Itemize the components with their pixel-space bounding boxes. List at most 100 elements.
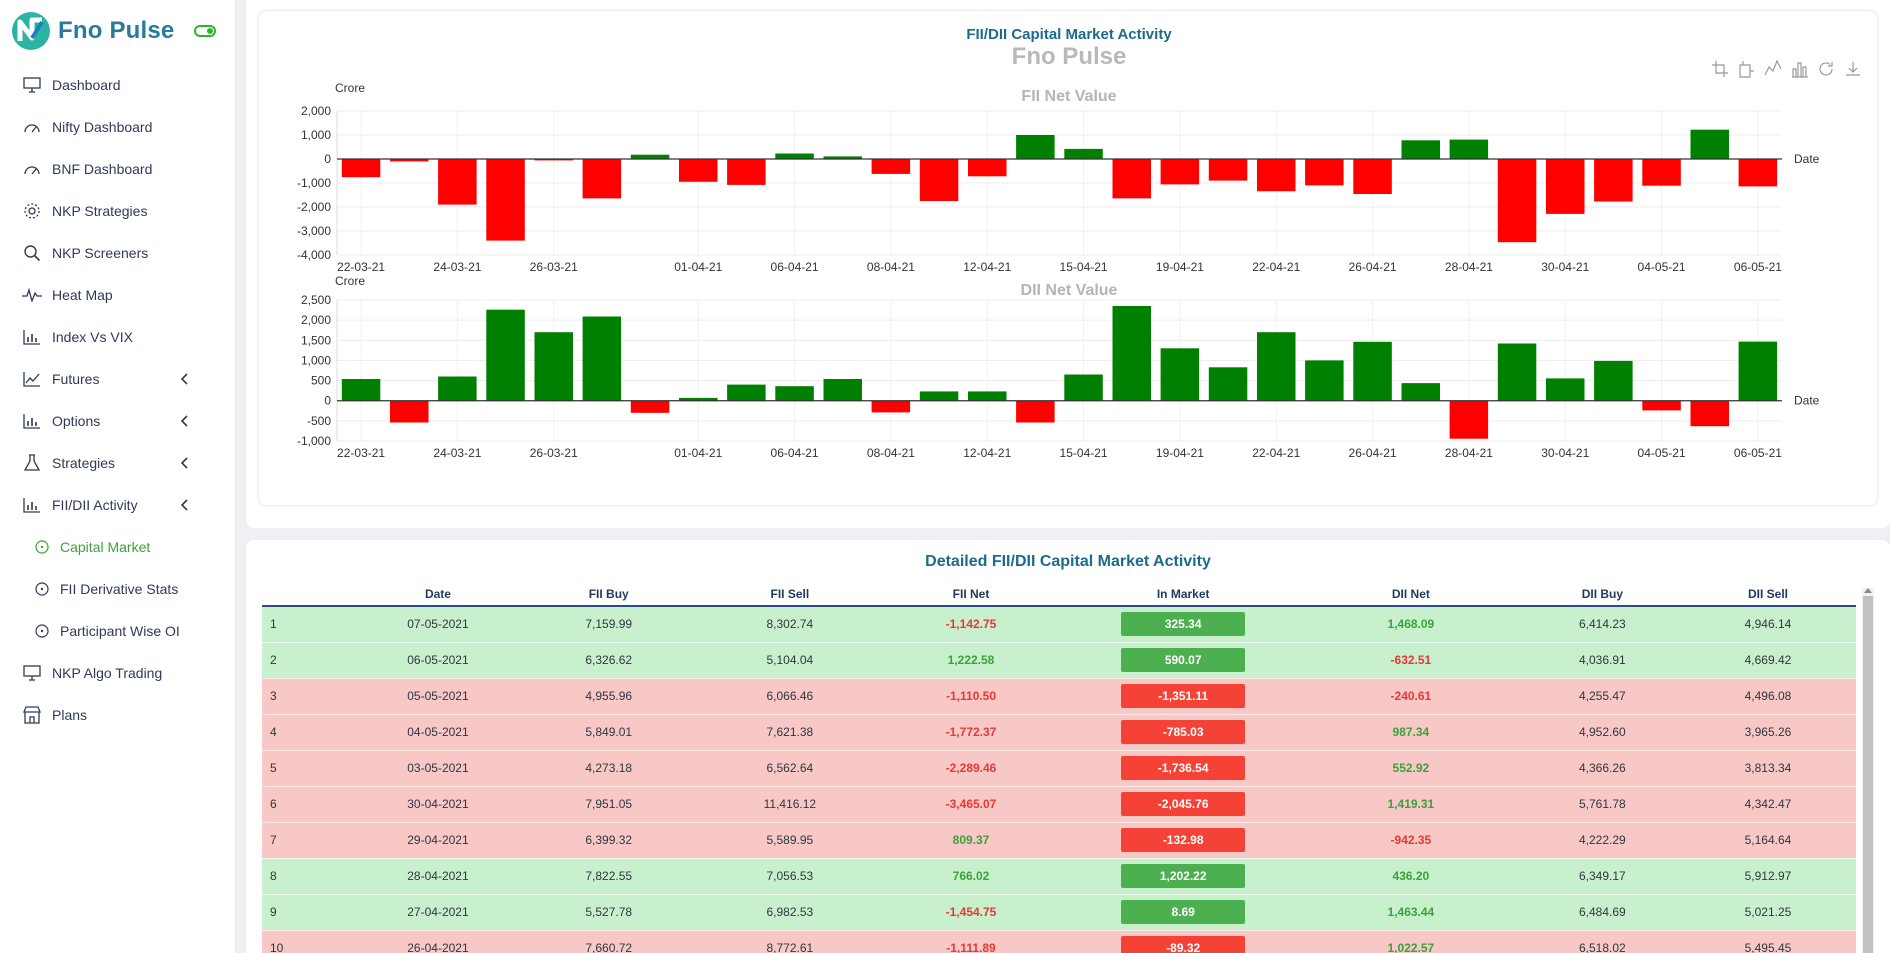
cell-fii-buy: 7,951.05 xyxy=(510,786,708,823)
chevron-left-icon[interactable] xyxy=(177,497,193,513)
column-header[interactable]: FII Buy xyxy=(510,582,708,607)
bar xyxy=(1449,139,1489,159)
table-row[interactable]: 4 04-05-2021 5,849.01 7,621.38 -1,772.37 -785… xyxy=(262,714,1856,751)
table-row[interactable]: 8 28-04-2021 7,822.55 7,056.53 766.02 1,202.2… xyxy=(262,858,1856,895)
cell-dii-net: 436.20 xyxy=(1297,858,1525,895)
y-tick-label: 2,000 xyxy=(301,313,331,327)
gear-icon xyxy=(22,201,42,221)
column-header[interactable]: DII Net xyxy=(1297,582,1525,607)
sidebar-item-plans[interactable]: Plans xyxy=(0,694,235,736)
bar xyxy=(727,384,766,401)
sidebar-item-index-vs-vix[interactable]: Index Vs VIX xyxy=(0,316,235,358)
panel-subtitle: FII Net Value xyxy=(1021,88,1116,105)
chevron-left-icon[interactable] xyxy=(177,455,193,471)
download-icon[interactable] xyxy=(1846,62,1860,76)
cell-fii-sell: 5,589.95 xyxy=(707,822,873,859)
sidebar-item-fii-dii-activity[interactable]: FII/DII Activity xyxy=(0,484,235,526)
sidebar-item-nifty-dashboard[interactable]: Nifty Dashboard xyxy=(0,106,235,148)
scroll-up-icon[interactable] xyxy=(1864,588,1872,593)
bar xyxy=(1305,159,1344,186)
sidebar-item-nkp-strategies[interactable]: NKP Strategies xyxy=(0,190,235,232)
sidebar-item-nkp-algo-trading[interactable]: NKP Algo Trading xyxy=(0,652,235,694)
bar xyxy=(1546,378,1585,401)
table-row[interactable]: 3 05-05-2021 4,955.96 6,066.46 -1,110.50 -1,3… xyxy=(262,678,1856,715)
sidebar-item-label: Plans xyxy=(52,707,88,723)
table-row[interactable]: 9 27-04-2021 5,527.78 6,982.53 -1,454.75 8.69… xyxy=(262,894,1856,931)
sidebar-item-options[interactable]: Options xyxy=(0,400,235,442)
scroll-thumb[interactable] xyxy=(1863,596,1873,953)
sidebar-item-capital-market[interactable]: Capital Market xyxy=(0,526,235,568)
theme-toggle[interactable] xyxy=(194,25,217,37)
column-header[interactable]: Date xyxy=(365,582,511,607)
bar xyxy=(823,379,862,401)
column-header[interactable]: FII Net xyxy=(872,582,1070,607)
cell-dii-net: 1,022.57 xyxy=(1297,930,1525,953)
flask-icon xyxy=(22,453,42,473)
bar xyxy=(1257,332,1296,401)
bar xyxy=(630,154,670,159)
cell-idx: 4 xyxy=(262,714,366,751)
sidebar-item-participant-wise-oi[interactable]: Participant Wise OI xyxy=(0,610,235,652)
sidebar-item-heat-map[interactable]: Heat Map xyxy=(0,274,235,316)
sidebar-item-label: Strategies xyxy=(52,455,116,471)
sidebar-item-label: Nifty Dashboard xyxy=(52,119,153,135)
table-scrollbar[interactable] xyxy=(1862,588,1874,953)
x-tick-label: 22-04-21 xyxy=(1252,260,1300,274)
x-tick-label: 22-03-21 xyxy=(337,446,385,460)
chevron-left-icon[interactable] xyxy=(177,371,193,387)
cell-dii-sell: 5,495.45 xyxy=(1679,930,1856,953)
bar xyxy=(341,379,381,401)
bar xyxy=(1642,400,1681,411)
activity-table: Date FII Buy FII Sell FII Net In Market DII N… xyxy=(262,582,1856,953)
cell-fii-buy: 5,527.78 xyxy=(510,894,708,931)
sidebar-item-fii-derivative-stats[interactable]: FII Derivative Stats xyxy=(0,568,235,610)
sidebar-item-bnf-dashboard[interactable]: BNF Dashboard xyxy=(0,148,235,190)
column-header[interactable]: FII Sell xyxy=(707,582,873,607)
circle-icon xyxy=(34,581,50,597)
cell-fii-buy: 4,273.18 xyxy=(510,750,708,787)
cell-fii-net: 766.02 xyxy=(872,858,1070,895)
cell-date: 07-05-2021 xyxy=(365,606,511,643)
column-header[interactable] xyxy=(262,582,366,607)
bar xyxy=(486,309,525,401)
sidebar-item-strategies[interactable]: Strategies xyxy=(0,442,235,484)
table-row[interactable]: 7 29-04-2021 6,399.32 5,589.95 809.37 -132.98… xyxy=(262,822,1856,859)
bar xyxy=(1497,159,1537,243)
x-tick-label: 22-04-21 xyxy=(1252,446,1300,460)
zoom-icon[interactable] xyxy=(1712,61,1728,77)
table-row[interactable]: 2 06-05-2021 6,326.62 5,104.04 1,222.58 590.0… xyxy=(262,642,1856,679)
table-row[interactable]: 6 30-04-2021 7,951.05 11,416.12 -3,465.07 -2,… xyxy=(262,786,1856,823)
y-tick-label: 1,500 xyxy=(301,333,331,347)
cell-fii-sell: 5,104.04 xyxy=(707,642,873,679)
sidebar-nav: Dashboard Nifty Dashboard BNF Dashboard NKP… xyxy=(0,64,235,736)
column-header[interactable]: DII Buy xyxy=(1524,582,1680,607)
y-tick-label: 0 xyxy=(324,152,331,166)
bar xyxy=(438,159,477,205)
cell-date: 26-04-2021 xyxy=(365,930,511,953)
bar-chart-icon[interactable] xyxy=(1792,62,1808,78)
cell-dii-net: 1,463.44 xyxy=(1297,894,1525,931)
in-market-badge: -89.32 xyxy=(1121,936,1246,953)
table-panel: Detailed FII/DII Capital Market Activity… xyxy=(246,540,1890,953)
table-row[interactable]: 5 03-05-2021 4,273.18 6,562.64 -2,289.46 -1,7… xyxy=(262,750,1856,787)
sidebar-item-nkp-screeners[interactable]: NKP Screeners xyxy=(0,232,235,274)
zoom-reset-icon[interactable] xyxy=(1739,61,1754,78)
chevron-left-icon[interactable] xyxy=(177,413,193,429)
column-header[interactable]: In Market xyxy=(1069,582,1298,607)
column-header[interactable]: DII Sell xyxy=(1679,582,1856,607)
table-row[interactable]: 1 07-05-2021 7,159.99 8,302.74 -1,142.75 325.… xyxy=(262,606,1856,643)
bar xyxy=(1449,400,1489,439)
in-market-badge: -2,045.76 xyxy=(1121,792,1246,816)
line-chart-icon[interactable] xyxy=(1764,59,1782,76)
cell-dii-buy: 4,222.29 xyxy=(1524,822,1680,859)
bar xyxy=(1353,341,1392,401)
restore-icon[interactable] xyxy=(1819,62,1833,76)
cell-dii-sell: 3,965.26 xyxy=(1679,714,1856,751)
x-tick-label: 28-04-21 xyxy=(1445,260,1493,274)
table-row[interactable]: 10 26-04-2021 7,660.72 8,772.61 -1,111.89 -89… xyxy=(262,930,1856,953)
sidebar-item-futures[interactable]: Futures xyxy=(0,358,235,400)
bar xyxy=(1160,159,1200,185)
cell-fii-sell: 6,562.64 xyxy=(707,750,873,787)
cell-fii-buy: 7,159.99 xyxy=(510,606,708,643)
sidebar-item-dashboard[interactable]: Dashboard xyxy=(0,64,235,106)
